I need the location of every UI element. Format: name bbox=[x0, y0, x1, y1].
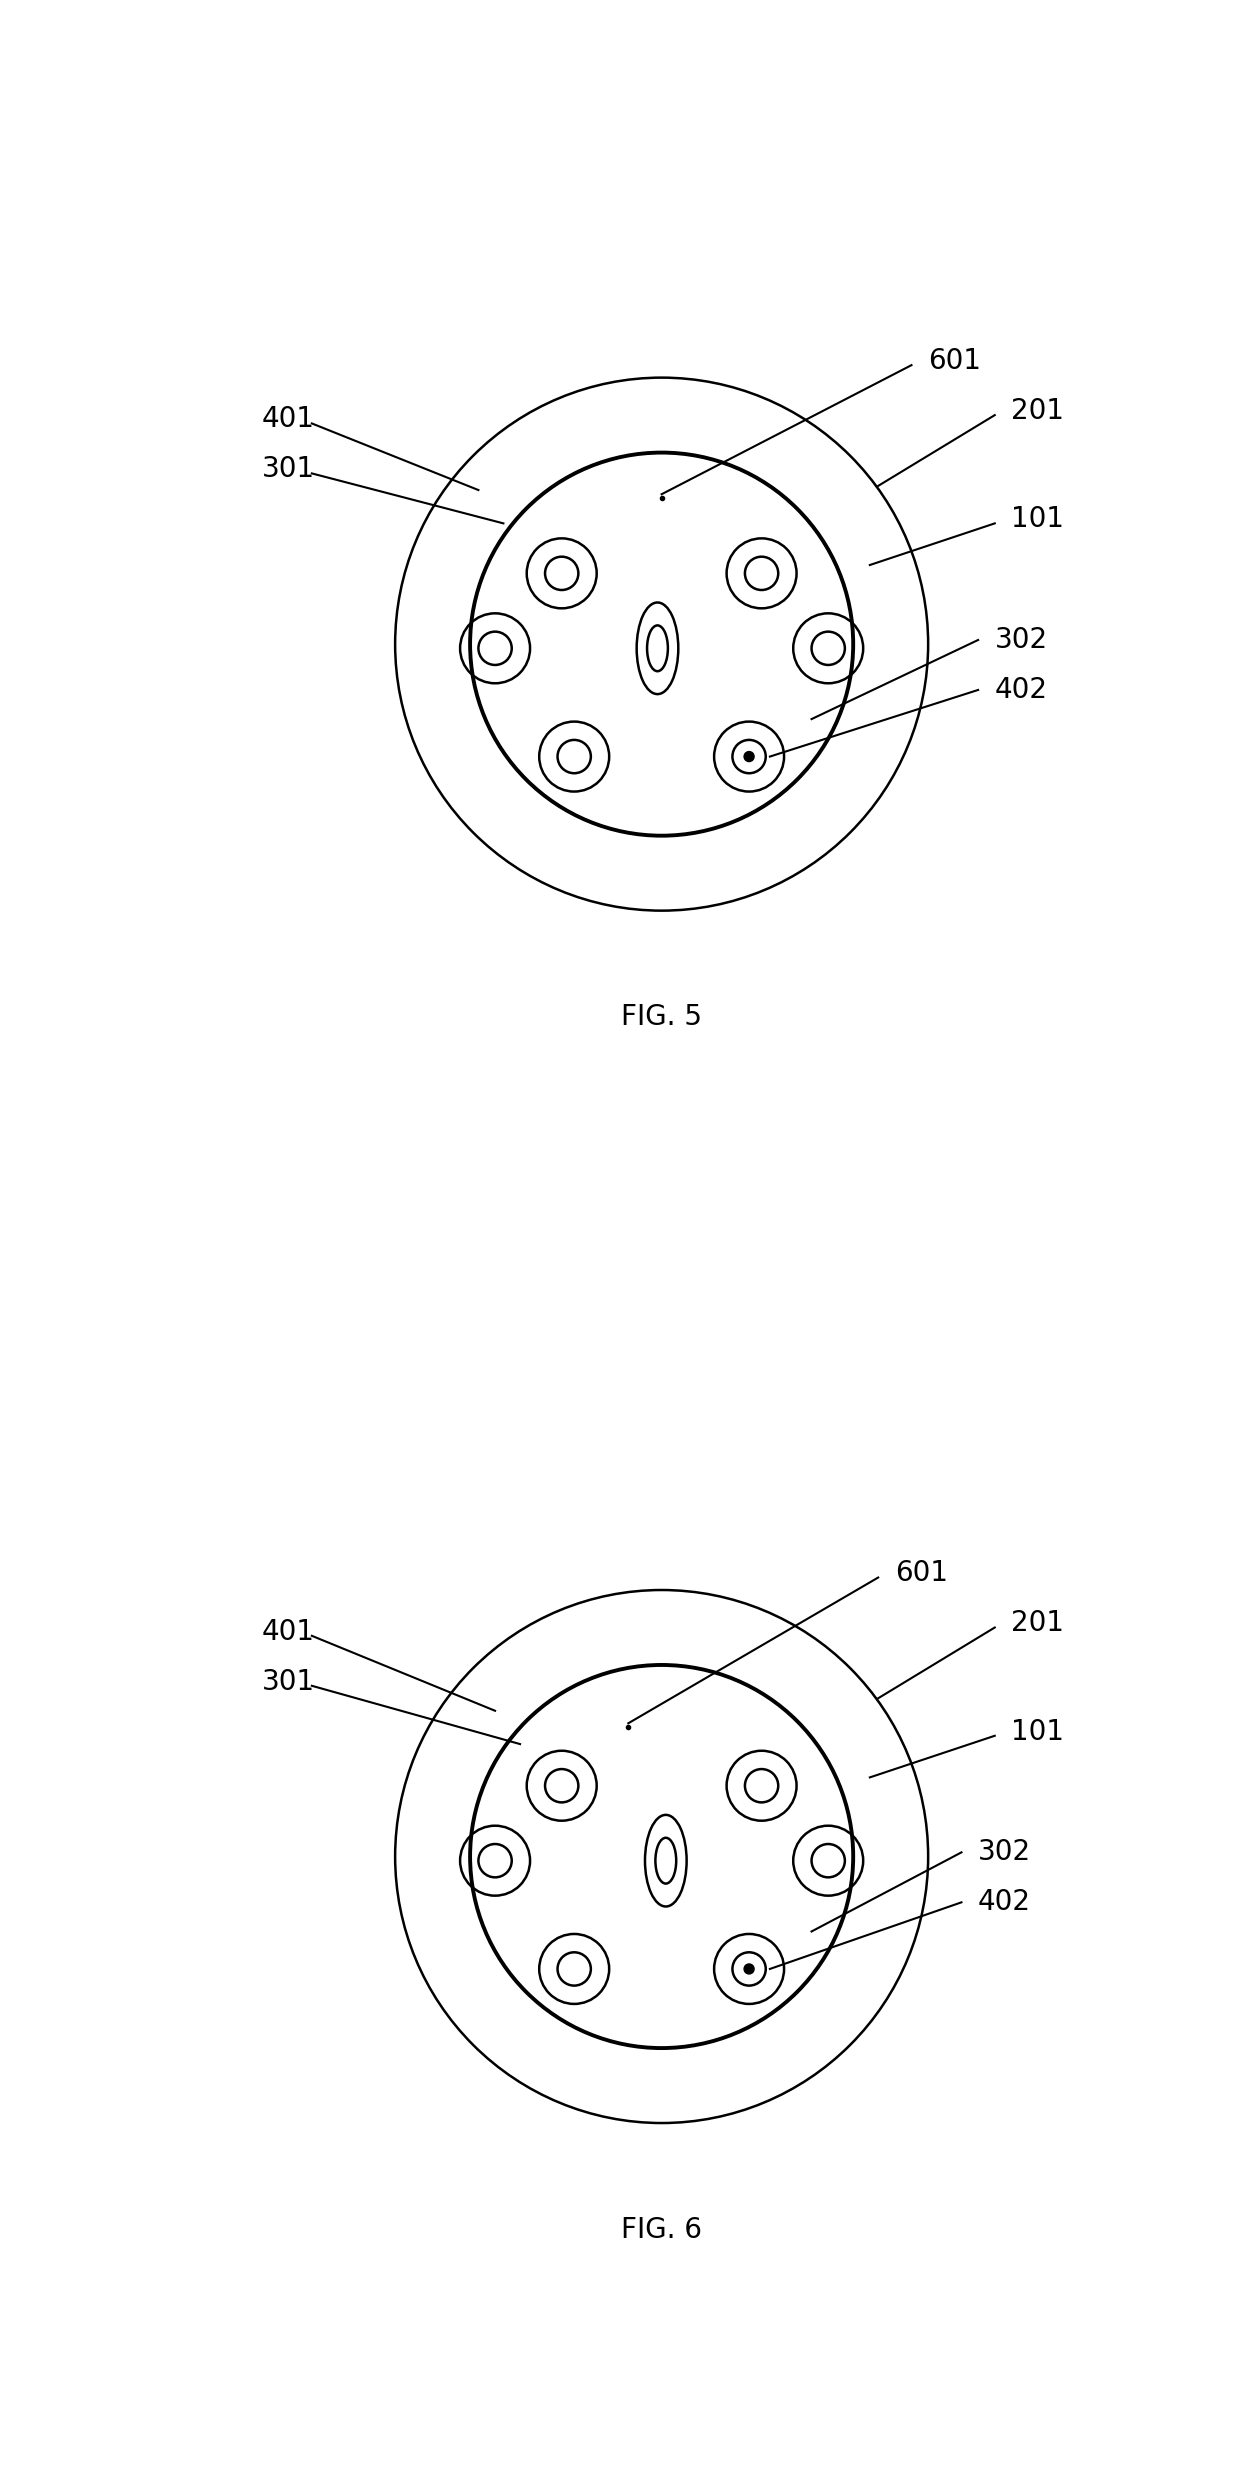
Text: 201: 201 bbox=[1012, 1610, 1064, 1637]
Text: 201: 201 bbox=[1012, 397, 1064, 425]
Text: 101: 101 bbox=[1012, 504, 1064, 534]
Text: 601: 601 bbox=[929, 348, 981, 375]
Text: FIG. 6: FIG. 6 bbox=[621, 2216, 702, 2243]
Text: 302: 302 bbox=[994, 626, 1048, 653]
Text: 402: 402 bbox=[978, 1888, 1032, 1915]
Text: 302: 302 bbox=[978, 1838, 1032, 1865]
Text: 401: 401 bbox=[262, 1617, 315, 1647]
Circle shape bbox=[744, 753, 754, 763]
Text: 101: 101 bbox=[1012, 1716, 1064, 1746]
Text: FIG. 5: FIG. 5 bbox=[621, 1004, 702, 1031]
Text: 301: 301 bbox=[262, 1667, 315, 1697]
Text: 402: 402 bbox=[994, 676, 1048, 703]
Text: 301: 301 bbox=[262, 455, 315, 484]
Text: 401: 401 bbox=[262, 405, 315, 432]
Text: 601: 601 bbox=[895, 1560, 947, 1587]
Circle shape bbox=[744, 1965, 754, 1975]
